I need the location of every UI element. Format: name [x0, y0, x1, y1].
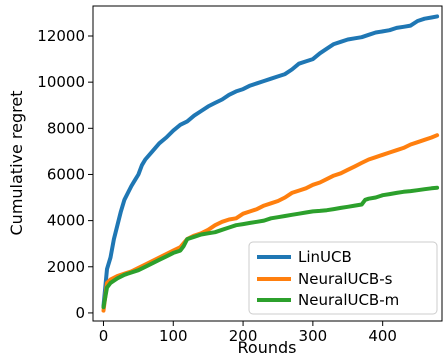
- y-tick-label: 2000: [47, 258, 85, 276]
- x-tick-label: 400: [368, 327, 397, 345]
- y-tick-label: 6000: [47, 165, 85, 183]
- y-axis-ticks: 0 2000 4000 6000 8000 10000 12000: [37, 27, 93, 322]
- y-tick-label: 8000: [47, 119, 85, 137]
- y-tick-label: 10000: [37, 73, 85, 91]
- x-axis-ticks: 0 100 200 300 400: [99, 321, 397, 345]
- series-layer: [101, 14, 440, 313]
- x-axis-title: Rounds: [238, 338, 297, 356]
- y-tick-label: 4000: [47, 212, 85, 230]
- y-tick-label: 0: [75, 304, 85, 322]
- series-line-linucb: [101, 14, 440, 308]
- x-tick-label: 200: [229, 327, 258, 345]
- legend-label-neuralucb-m: NeuralUCB-m: [298, 291, 399, 309]
- series-line-neuralucb-s: [101, 133, 440, 313]
- legend-label-neuralucb-s: NeuralUCB-s: [298, 270, 393, 288]
- legend-label-linucb: LinUCB: [298, 248, 352, 266]
- x-tick-label: 100: [159, 327, 188, 345]
- y-axis-title: Cumulative regret: [7, 91, 26, 236]
- x-tick-label: 300: [299, 327, 328, 345]
- y-tick-label: 12000: [37, 27, 85, 45]
- legend: LinUCB NeuralUCB-s NeuralUCB-m: [248, 241, 438, 315]
- series-line-neuralucb-m: [101, 185, 440, 310]
- legend-box: [248, 241, 438, 315]
- x-tick-label: 0: [99, 327, 109, 345]
